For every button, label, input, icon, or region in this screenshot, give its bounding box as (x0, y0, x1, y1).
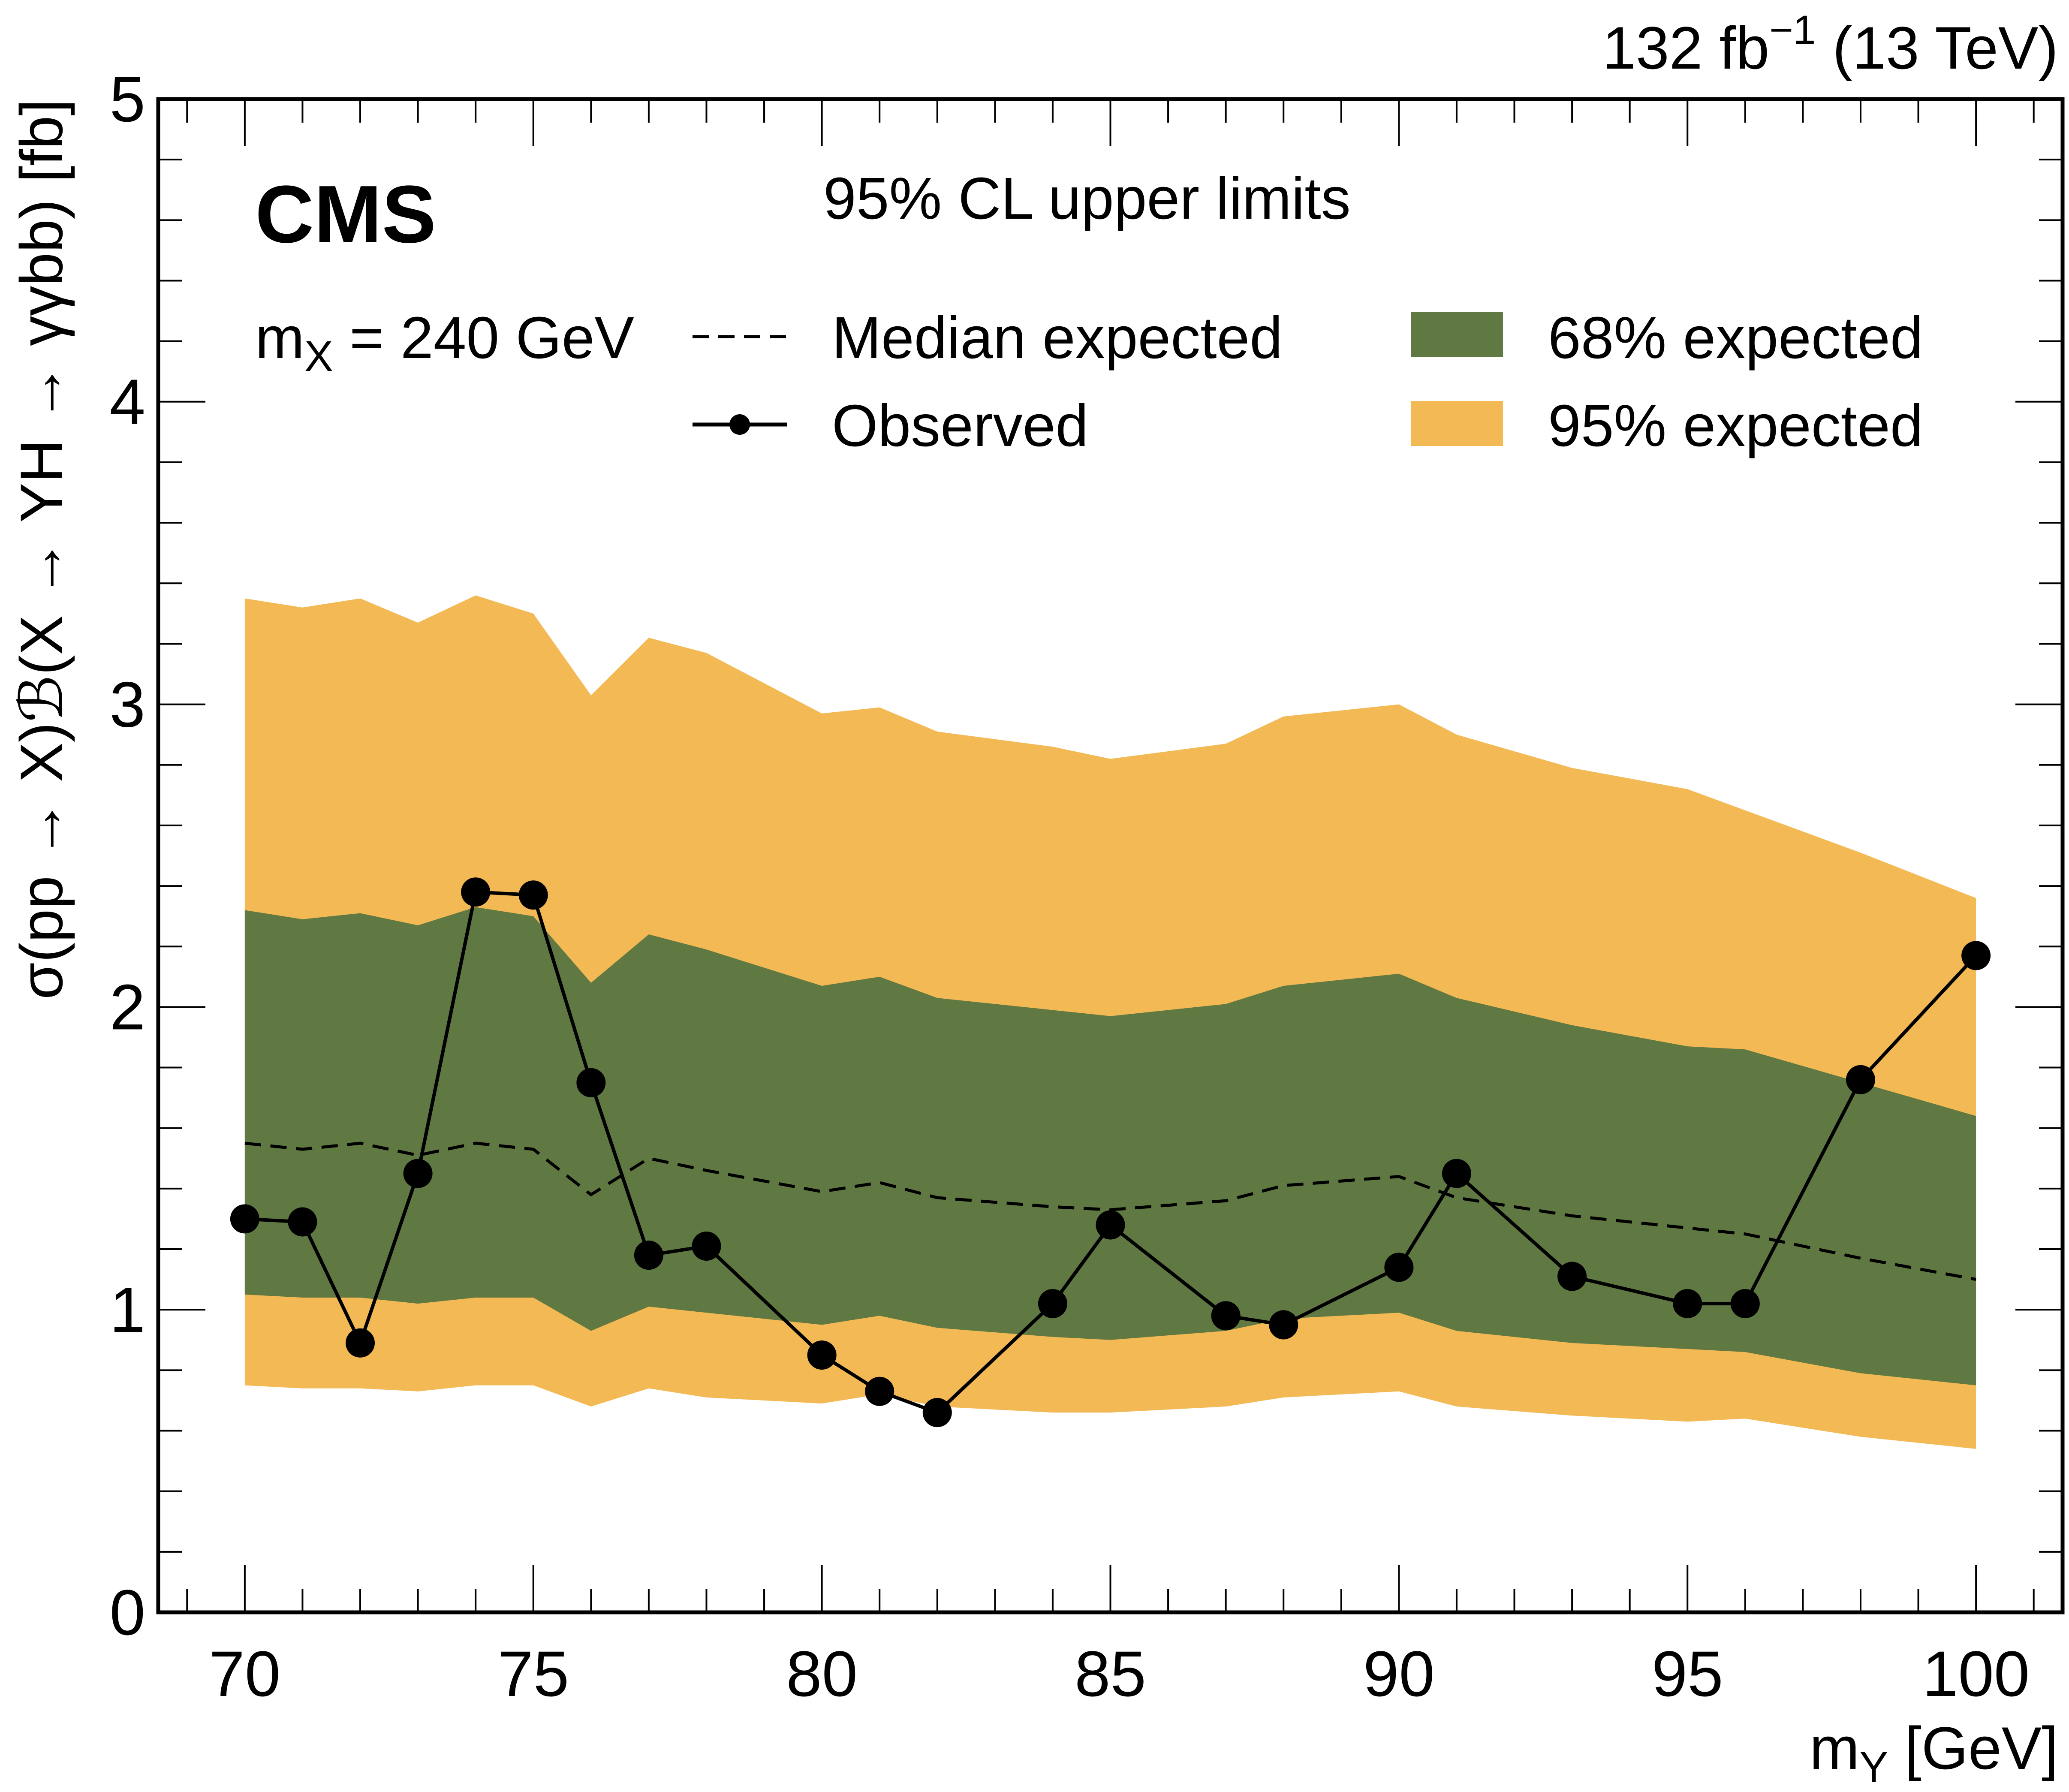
median-expected-line (244, 1141, 1976, 1281)
luminosity-label: 132 fb−1 (13 TeV) (1602, 7, 2058, 81)
observed-point (1730, 1289, 1760, 1319)
observed-point (1961, 941, 1991, 970)
legend-label-observed: Observed (832, 393, 1088, 459)
observed-point (1096, 1210, 1125, 1240)
legend: Median expected 68% expected Observed 95… (693, 305, 1923, 459)
observed-point (346, 1328, 375, 1358)
band-68-expected (244, 907, 1976, 1385)
legend-orange-box-icon (1411, 401, 1503, 446)
legend-label-median: Median expected (832, 305, 1283, 371)
x-tick-label: 90 (1363, 1638, 1435, 1710)
observed-point (1269, 1310, 1298, 1340)
x-axis-title: mY [GeV] (1810, 1714, 2058, 1791)
legend-label-68: 68% expected (1548, 305, 1923, 371)
legend-label-95: 95% expected (1548, 393, 1923, 459)
observed-point (230, 1204, 259, 1234)
y-tick-label: 5 (110, 63, 145, 135)
axis-ticks (158, 98, 2063, 1613)
legend-item-observed: Observed (693, 393, 1088, 459)
observed-point (1384, 1253, 1414, 1282)
observed-point (922, 1398, 952, 1428)
observed-point (288, 1207, 317, 1237)
legend-item-median: Median expected (693, 305, 1283, 371)
experiment-label: CMS (255, 169, 436, 260)
legend-item-68: 68% expected (1411, 305, 1923, 371)
lumi-prefix: 132 fb (1602, 14, 1769, 81)
y-tick-label: 4 (110, 366, 145, 438)
lumi-superscript: −1 (1769, 7, 1816, 53)
mass-annotation: mX = 240 GeV (255, 305, 634, 380)
observed-point (692, 1231, 721, 1261)
mass-annotation-prefix: m (255, 305, 304, 371)
observed-point (1442, 1159, 1471, 1188)
y-tick-label: 0 (110, 1576, 145, 1648)
mass-annotation-subscript: X (304, 332, 333, 380)
x-axis-title-suffix: [GeV] (1888, 1714, 2058, 1782)
plot-title: 95% CL upper limits (823, 166, 1351, 232)
x-axis-title-prefix: m (1810, 1714, 1860, 1782)
y-tick-label: 2 (110, 971, 145, 1043)
x-axis-title-subscript: Y (1859, 1743, 1888, 1791)
observed-point (518, 880, 548, 910)
observed-point (1557, 1262, 1587, 1291)
legend-marker-icon (729, 414, 750, 435)
x-tick-label: 95 (1652, 1638, 1723, 1710)
y-axis-title: σ(pp → X)ℬ(X → YH → γγbb) [fb] (8, 99, 75, 1000)
observed-markers (230, 877, 1991, 1428)
observed-point (1673, 1289, 1702, 1319)
observed-point (1211, 1301, 1241, 1331)
observed-point (576, 1068, 606, 1097)
x-tick-label: 70 (209, 1638, 280, 1710)
x-tick-label: 75 (497, 1638, 569, 1710)
x-tick-label: 80 (786, 1638, 858, 1710)
legend-item-95: 95% expected (1411, 393, 1923, 459)
y-tick-label: 3 (110, 669, 145, 741)
axis-tick-labels: 70 75 80 85 90 95 100 0 1 2 3 4 5 (110, 63, 2030, 1710)
x-tick-label: 85 (1075, 1638, 1146, 1710)
observed-point (461, 877, 491, 907)
observed-point (403, 1159, 433, 1188)
lumi-suffix: (13 TeV) (1816, 14, 2058, 81)
observed-point (1038, 1289, 1067, 1319)
expected-bands (244, 595, 1976, 1449)
observed-point (807, 1340, 837, 1370)
plot-frame (156, 97, 2065, 1614)
observed-point (1846, 1065, 1875, 1094)
y-tick-label: 1 (110, 1274, 145, 1346)
mass-annotation-suffix: = 240 GeV (333, 305, 634, 371)
observed-point (865, 1376, 894, 1406)
x-tick-label: 100 (1922, 1638, 2030, 1710)
legend-green-box-icon (1411, 312, 1503, 357)
observed-point (634, 1241, 663, 1270)
